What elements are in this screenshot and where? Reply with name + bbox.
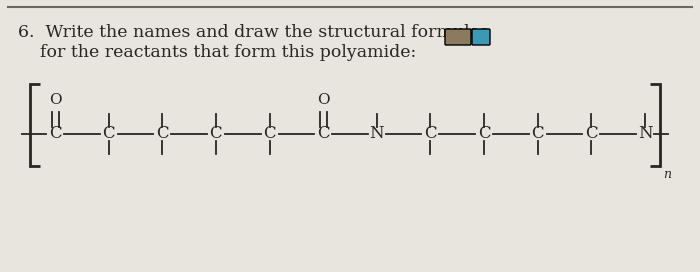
Text: 6.  Write the names and draw the structural formulas: 6. Write the names and draw the structur…	[18, 24, 489, 41]
Text: C: C	[156, 125, 169, 143]
Text: for the reactants that form this polyamide:: for the reactants that form this polyami…	[40, 44, 416, 61]
Text: O: O	[49, 93, 62, 107]
Text: C: C	[49, 125, 62, 143]
Text: C: C	[478, 125, 491, 143]
FancyBboxPatch shape	[472, 29, 490, 45]
FancyBboxPatch shape	[445, 29, 471, 45]
Text: FA: FA	[452, 32, 464, 42]
Text: C: C	[531, 125, 544, 143]
Text: C: C	[317, 125, 330, 143]
Text: n: n	[663, 168, 671, 181]
Text: C: C	[585, 125, 598, 143]
Text: C: C	[263, 125, 276, 143]
Text: e: e	[478, 32, 484, 42]
Text: N: N	[370, 125, 384, 143]
Text: N: N	[638, 125, 652, 143]
Text: C: C	[209, 125, 222, 143]
Text: C: C	[424, 125, 437, 143]
Text: O: O	[317, 93, 330, 107]
Text: C: C	[102, 125, 115, 143]
